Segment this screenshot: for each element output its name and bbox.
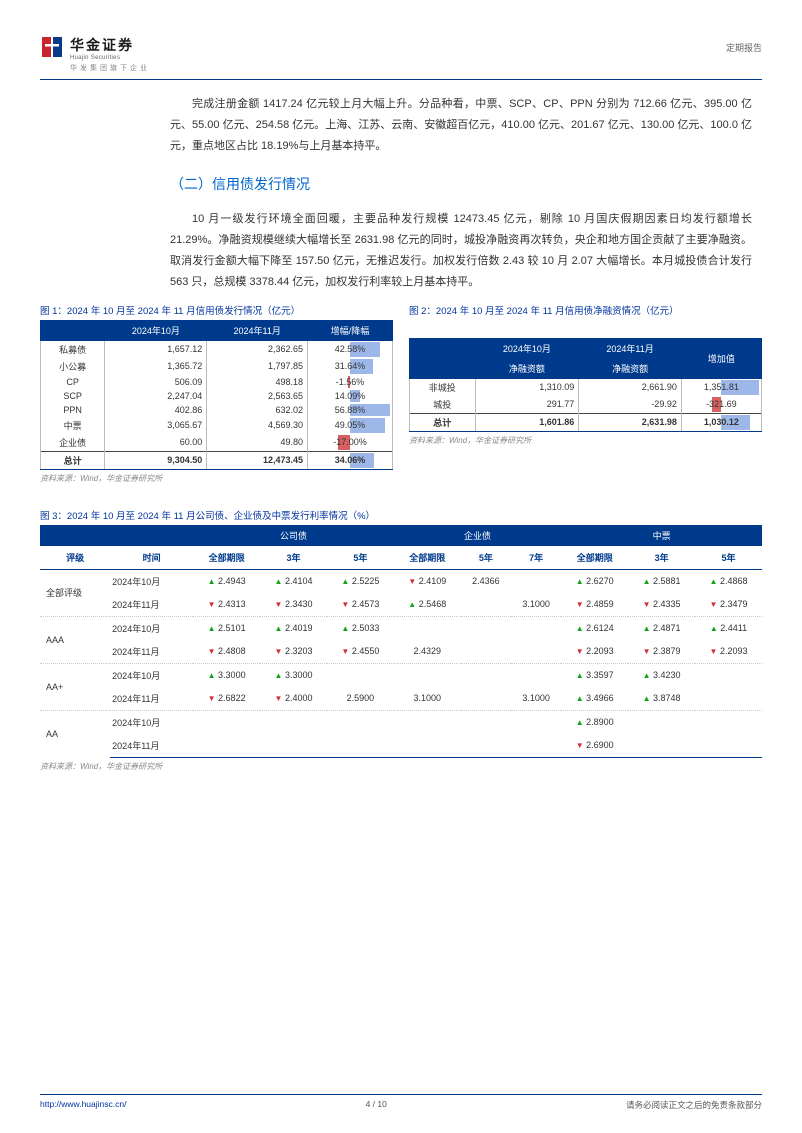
logo-icon <box>40 35 64 59</box>
page-footer: http://www.huajinsc.cn/ 4 / 10 请务必阅读正文之后… <box>40 1094 762 1111</box>
figure-2: 图 2：2024 年 10 月至 2024 年 11 月信用债净融资情况（亿元）… <box>409 303 762 484</box>
figure-2-title: 图 2：2024 年 10 月至 2024 年 11 月信用债净融资情况（亿元） <box>409 303 762 317</box>
report-type: 定期报告 <box>726 41 762 54</box>
logo-block: 华金证券 Huajin Securities 华发集团旗下企业 <box>40 35 150 73</box>
logo-subtitle: 华发集团旗下企业 <box>70 63 150 73</box>
footer-url[interactable]: http://www.huajinsc.cn/ <box>40 1099 126 1111</box>
page-header: 华金证券 Huajin Securities 华发集团旗下企业 定期报告 <box>40 35 762 80</box>
logo-name-en: Huajin Securities <box>70 55 150 61</box>
figure-1: 图 1：2024 年 10 月至 2024 年 11 月信用债发行情况（亿元） … <box>40 303 393 484</box>
figure-3-title: 图 3：2024 年 10 月至 2024 年 11 月公司债、企业债及中票发行… <box>40 508 762 522</box>
footer-page: 4 / 10 <box>366 1099 387 1111</box>
table-3: 公司债企业债中票评级时间全部期限3年5年全部期限5年7年全部期限3年5年全部评级… <box>40 525 762 758</box>
logo-name-cn: 华金证券 <box>70 35 150 55</box>
figure-3-source: 资料来源：Wind，华金证券研究所 <box>40 761 762 772</box>
section-heading: （二）信用债发行情况 <box>170 171 752 198</box>
paragraph-2: 10 月一级发行环境全面回暖，主要品种发行规模 12473.45 亿元，剔除 1… <box>170 209 752 293</box>
body-text: 完成注册金额 1417.24 亿元较上月大幅上升。分品种看，中票、SCP、CP、… <box>170 94 752 293</box>
figure-3: 图 3：2024 年 10 月至 2024 年 11 月公司债、企业债及中票发行… <box>40 508 762 772</box>
table-2: 2024年10月2024年11月增加值净融资额净融资额非城投1,310.092,… <box>409 338 762 432</box>
figure-1-title: 图 1：2024 年 10 月至 2024 年 11 月信用债发行情况（亿元） <box>40 303 393 317</box>
figure-2-source: 资料来源：Wind，华金证券研究所 <box>409 435 762 446</box>
footer-disclaimer: 请务必阅读正文之后的免责条款部分 <box>626 1099 762 1111</box>
paragraph-1: 完成注册金额 1417.24 亿元较上月大幅上升。分品种看，中票、SCP、CP、… <box>170 94 752 157</box>
table-1: 2024年10月2024年11月增幅/降幅私募债1,657.122,362.65… <box>40 320 393 470</box>
figure-1-source: 资料来源：Wind，华金证券研究所 <box>40 473 393 484</box>
